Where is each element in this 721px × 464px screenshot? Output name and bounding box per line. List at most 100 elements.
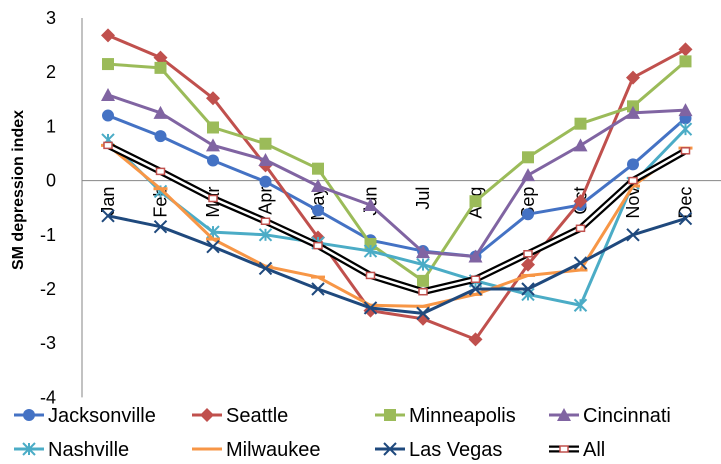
data-point-all <box>470 275 481 283</box>
x-tick-label: Jan <box>98 187 118 216</box>
data-point-all <box>365 271 376 280</box>
data-point-jacksonville <box>154 130 167 143</box>
data-point-jacksonville <box>207 154 219 167</box>
legend-swatch <box>549 445 579 453</box>
data-point-minneapolis <box>469 195 482 208</box>
axes <box>81 18 721 398</box>
data-point-las-vegas <box>363 301 378 315</box>
data-point-minneapolis <box>312 162 324 175</box>
y-tick-label: 3 <box>46 8 56 28</box>
data-point-las-vegas <box>416 306 430 321</box>
data-point-seattle <box>206 91 220 106</box>
data-point-minneapolis <box>522 151 534 164</box>
data-point-nashville <box>573 298 588 312</box>
data-point-cincinnati <box>573 138 588 152</box>
series-all <box>103 141 691 296</box>
legend-item-milwaukee: Milwaukee <box>192 439 320 461</box>
series-line-seattle <box>107 33 687 341</box>
data-point-jacksonville <box>259 175 272 188</box>
series-line-cincinnati <box>107 93 686 258</box>
data-point-cincinnati <box>311 179 325 193</box>
data-point-las-vegas <box>311 282 325 296</box>
data-point-nashville <box>416 257 430 272</box>
data-point-minneapolis <box>574 117 587 130</box>
y-tick-label: -1 <box>40 225 56 245</box>
data-point-nashville <box>258 228 273 242</box>
data-point-seattle <box>521 257 535 272</box>
data-point-las-vegas <box>573 256 588 270</box>
legend-swatch <box>375 442 405 456</box>
legend-swatch <box>14 409 44 421</box>
data-point-las-vegas <box>258 261 273 276</box>
series-line-minneapolis <box>107 60 687 283</box>
data-point-seattle <box>678 42 693 57</box>
data-point-cincinnati <box>678 103 693 117</box>
legend-swatch <box>549 408 579 421</box>
data-point-jacksonville <box>312 204 324 217</box>
data-point-seattle <box>153 50 168 65</box>
data-point-minneapolis <box>102 58 114 71</box>
y-tick-label: 2 <box>46 62 56 82</box>
data-point-all <box>103 141 113 150</box>
data-point-all <box>155 167 166 176</box>
data-point-cincinnati <box>258 153 273 167</box>
data-point-las-vegas <box>678 211 693 226</box>
y-tick-label: -2 <box>40 279 56 299</box>
data-point-cincinnati <box>468 249 483 263</box>
data-point-all <box>680 147 691 155</box>
data-point-minneapolis <box>417 274 429 287</box>
legend-label: Las Vegas <box>409 439 502 461</box>
legend-label: Seattle <box>226 405 288 427</box>
data-point-seattle <box>101 28 115 43</box>
data-point-minneapolis <box>154 61 167 74</box>
data-point-all <box>418 287 428 296</box>
data-point-jacksonville <box>102 109 114 122</box>
data-point-las-vegas <box>101 209 115 223</box>
y-tick-labels: 3 2 1 0 -1 -2 -3 -4 <box>40 8 56 407</box>
legend-item-minneapolis: Minneapolis <box>375 405 516 427</box>
x-tick-label: Sep <box>518 187 538 219</box>
series-line-nashville <box>106 128 687 307</box>
y-tick-label: -4 <box>40 387 56 407</box>
legend: Jacksonville Seattle Minneapolis Cincinnati… <box>14 405 671 461</box>
series-minneapolis <box>102 55 692 287</box>
legend-swatch <box>192 408 222 422</box>
series-line-jacksonville <box>107 114 687 258</box>
legend-item-seattle: Seattle <box>192 405 288 427</box>
data-point-cincinnati <box>363 197 378 211</box>
data-point-seattle <box>626 70 640 85</box>
x-tick-label: Apr <box>256 187 276 215</box>
data-point-all <box>208 194 218 203</box>
data-point-all <box>628 176 638 185</box>
legend-swatch <box>375 409 405 421</box>
data-point-cincinnati <box>416 245 430 259</box>
data-point-las-vegas <box>468 282 483 296</box>
data-point-cincinnati <box>521 168 535 182</box>
data-point-all <box>313 241 323 250</box>
data-point-jacksonville <box>522 208 534 221</box>
legend-label: Minneapolis <box>409 405 516 427</box>
legend-item-all: All <box>549 439 605 461</box>
data-point-nashville <box>363 244 378 258</box>
series-group <box>101 28 693 347</box>
series-line-milwaukee <box>107 144 687 308</box>
series-las-vegas <box>101 209 693 321</box>
data-point-cincinnati <box>153 105 168 119</box>
data-point-cincinnati <box>626 105 640 119</box>
legend-label: All <box>583 439 605 461</box>
data-point-las-vegas <box>521 282 535 296</box>
data-point-all <box>523 250 533 258</box>
x-tick-label: Jul <box>413 187 433 210</box>
data-point-seattle <box>573 194 588 209</box>
data-point-las-vegas <box>153 219 168 234</box>
y-tick-label: 1 <box>46 116 56 136</box>
legend-item-cincinnati: Cincinnati <box>549 405 671 427</box>
legend-swatch <box>14 442 44 456</box>
data-point-jacksonville <box>627 158 639 171</box>
legend-item-jacksonville: Jacksonville <box>14 405 156 427</box>
y-tick-label: 0 <box>46 171 56 191</box>
data-point-las-vegas <box>626 228 640 242</box>
data-point-all <box>575 224 586 233</box>
y-tick-label: -3 <box>40 333 56 353</box>
